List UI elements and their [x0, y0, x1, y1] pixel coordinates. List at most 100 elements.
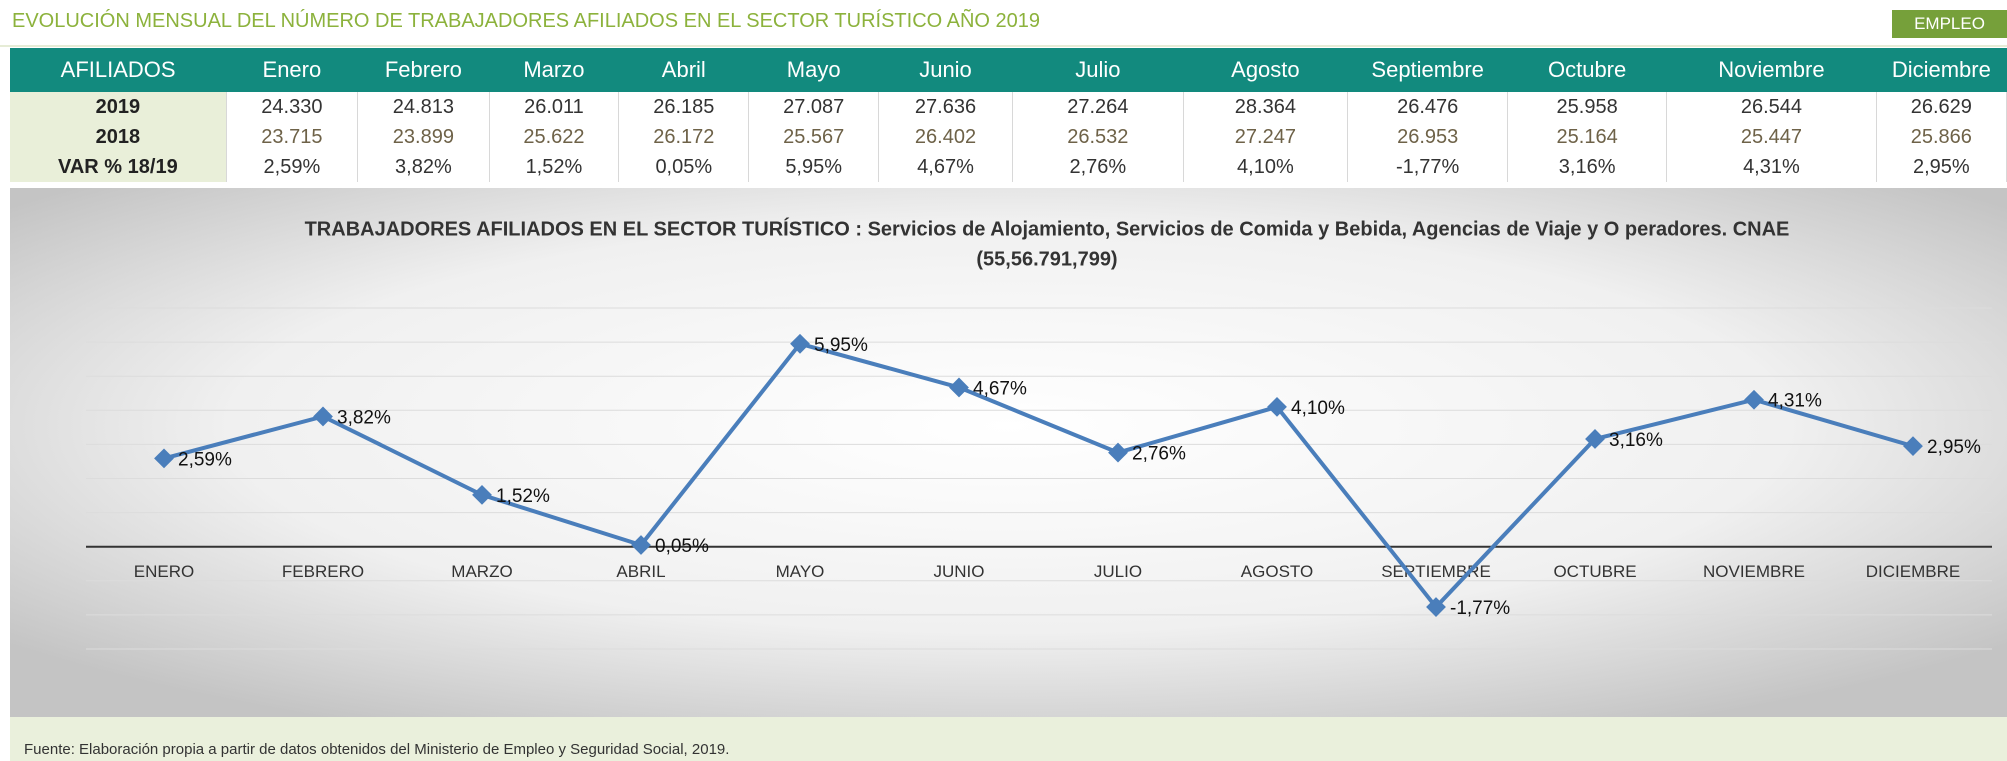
table-cell: 27.087 [748, 92, 879, 122]
x-tick-label: OCTUBRE [1553, 562, 1636, 581]
header: EVOLUCIÓN MENSUAL DEL NÚMERO DE TRABAJAD… [0, 0, 2007, 47]
column-header: Junio [878, 48, 1013, 92]
column-header: Enero [226, 48, 358, 92]
data-line [163, 341, 1914, 611]
table-cell: 27.636 [878, 92, 1014, 122]
table-cell: 25.447 [1666, 122, 1877, 152]
table-cell: 2,76% [1012, 152, 1184, 182]
data-point [1585, 429, 1605, 449]
table-cell: 2,95% [1876, 152, 2007, 182]
data-label: 2,76% [1132, 444, 1186, 465]
header-title: EVOLUCIÓN MENSUAL DEL NÚMERO DE TRABAJAD… [12, 10, 1041, 32]
table-cell: 4,10% [1183, 152, 1349, 182]
x-tick-label: JULIO [1094, 562, 1142, 581]
data-label: 2,59% [178, 449, 232, 470]
table-row: 2018 23.715 23.899 25.622 26.172 25.567 26.402… [10, 122, 2007, 152]
x-tick-label: NOVIEMBRE [1703, 562, 1805, 581]
data-label: 1,52% [496, 486, 550, 507]
table-cell: 2,59% [226, 152, 359, 182]
table-cell: 26.185 [618, 92, 750, 122]
table-cell: 3,16% [1507, 152, 1668, 182]
table-cell: -1,77% [1347, 152, 1509, 182]
table-cell: 26.544 [1666, 92, 1877, 122]
data-label: -1,77% [1450, 598, 1510, 619]
table-cell: 28.364 [1183, 92, 1349, 122]
table-cell: 5,95% [748, 152, 879, 182]
table-cell: 0,05% [618, 152, 750, 182]
table-cell: 27.247 [1183, 122, 1349, 152]
column-header: Octubre [1507, 48, 1667, 92]
table-cell: 26.011 [489, 92, 620, 122]
column-header: Noviembre [1666, 48, 1877, 92]
table-cell: 24.330 [226, 92, 359, 122]
column-header: Abril [618, 48, 749, 92]
table-row: 2019 24.330 24.813 26.011 26.185 27.087 27.636… [10, 92, 2007, 122]
table-row: VAR % 18/19 2,59% 3,82% 1,52% 0,05% 5,95% 4,67… [10, 152, 2007, 182]
column-header: Diciembre [1876, 48, 2007, 92]
table-cell: 24.813 [357, 92, 490, 122]
data-point [1426, 597, 1446, 617]
data-point [949, 377, 969, 398]
chart-background [10, 188, 2007, 717]
data-point [1267, 396, 1287, 417]
x-tick-label: JUNIO [934, 562, 985, 581]
table-cell: 25.958 [1507, 92, 1668, 122]
table-cell: 26.172 [618, 122, 750, 152]
table-cell: 23.715 [226, 122, 359, 152]
column-header: Marzo [489, 48, 619, 92]
data-label: 4,31% [1768, 391, 1822, 412]
table-cell: 26.629 [1876, 92, 2007, 122]
x-tick-label: AGOSTO [1241, 562, 1313, 581]
table-cell: 25.622 [489, 122, 620, 152]
x-tick-label: MARZO [451, 562, 512, 581]
data-label: 0,05% [655, 536, 709, 557]
chart: TRABAJADORES AFILIADOS EN EL SECTOR TURÍ… [10, 188, 2007, 717]
data-point [790, 333, 810, 354]
column-header: Mayo [748, 48, 879, 92]
table-cell: 1,52% [489, 152, 620, 182]
section-tag: EMPLEO [1892, 10, 2007, 38]
table-cell: 26.953 [1347, 122, 1509, 152]
table-cell: 26.532 [1012, 122, 1184, 152]
chart-subtitle: (55,56.791,799) [976, 248, 1117, 270]
footer: Fuente: Elaboración propia a partir de d… [10, 717, 2007, 761]
x-tick-label: DICIEMBRE [1866, 562, 1960, 581]
data-table: AFILIADOS Enero Febrero Marzo Abril Mayo Junio… [10, 48, 2007, 182]
data-label: 3,16% [1609, 430, 1663, 451]
data-label: 3,82% [337, 407, 391, 428]
table-cell: 25.164 [1507, 122, 1668, 152]
table-cell: 27.264 [1012, 92, 1184, 122]
table-cell: 26.402 [878, 122, 1014, 152]
x-tick-label: ENERO [134, 562, 194, 581]
table-cell: 25.866 [1876, 122, 2007, 152]
column-header: AFILIADOS [10, 48, 227, 92]
table-cell: 26.476 [1347, 92, 1509, 122]
header-row: AFILIADOS Enero Febrero Marzo Abril Mayo Junio… [10, 48, 2007, 92]
x-tick-label: MAYO [776, 562, 825, 581]
table-cell: 3,82% [357, 152, 490, 182]
row-label: VAR % 18/19 [10, 152, 227, 182]
data-label: 4,67% [973, 378, 1027, 399]
table-cell: 23.899 [357, 122, 490, 152]
data-point [1108, 442, 1128, 463]
column-header: Agosto [1183, 48, 1348, 92]
x-tick-label: FEBRERO [282, 562, 364, 581]
data-label: 4,10% [1291, 398, 1345, 419]
table-cell: 4,67% [878, 152, 1014, 182]
source-note: Fuente: Elaboración propia a partir de d… [24, 741, 730, 758]
x-tick-label: ABRIL [616, 562, 665, 581]
column-header: Septiembre [1347, 48, 1508, 92]
data-point [313, 406, 333, 427]
column-header: Julio [1012, 48, 1184, 92]
data-point [1903, 436, 1923, 457]
row-label: 2018 [10, 122, 227, 152]
column-header: Febrero [357, 48, 490, 92]
data-label: 5,95% [814, 335, 868, 356]
table-cell: 25.567 [748, 122, 879, 152]
table-cell: 4,31% [1666, 152, 1877, 182]
data-label: 2,95% [1927, 437, 1981, 458]
data-point [1744, 389, 1764, 410]
data-point [472, 484, 492, 505]
row-label: 2019 [10, 92, 227, 122]
